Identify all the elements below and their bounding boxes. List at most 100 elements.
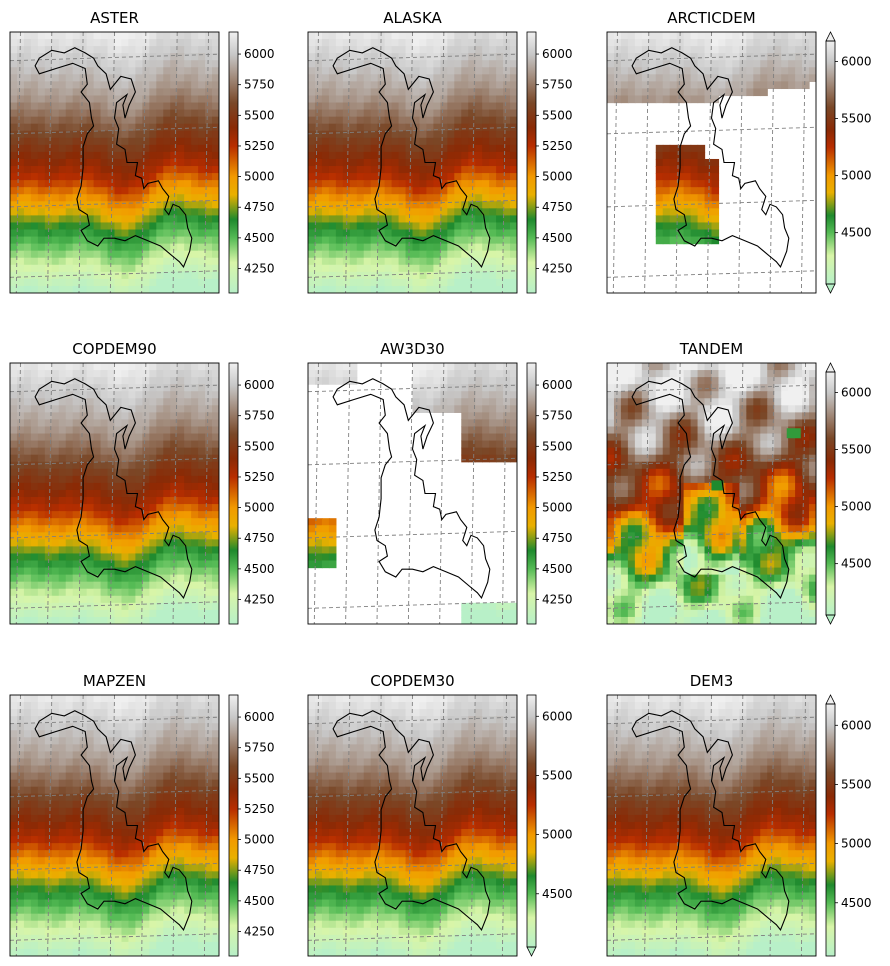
- glacier-outline: [631, 378, 790, 599]
- colorbar-tick-label: 5500: [841, 112, 872, 126]
- colorbar-tick-label: 5500: [542, 768, 573, 782]
- colorbar-tick-label: 4750: [244, 531, 275, 545]
- colorbar-tick-label: 4250: [244, 592, 275, 606]
- glacier-outline: [631, 47, 790, 268]
- glacier-outline: [34, 710, 193, 931]
- panel-aw3d30: AW3D30 4250 4500 4750 5000 5250 5500 5750 6000: [307, 340, 573, 625]
- axes-frame: [307, 362, 518, 625]
- panel-copdem30: COPDEM30 4500 5000 5500 6000: [307, 672, 573, 957]
- colorbar-tick-label: 5750: [244, 741, 275, 755]
- panel-title: ARCTICDEM: [667, 9, 755, 27]
- colorbar: 4500 5000 5500 6000: [825, 362, 872, 625]
- colorbar-tick-label: 5500: [244, 439, 275, 453]
- colorbar-tick-label: 5750: [244, 78, 275, 92]
- glacier-outline: [332, 378, 491, 599]
- axes-frame: [9, 31, 220, 294]
- panel-alaska: ALASKA 4250 4500 4750 5000 5250 5500 5750 6000: [307, 9, 573, 294]
- colorbar-tick-label: 6000: [244, 47, 275, 61]
- colorbar: 4500 5000 5500 6000: [526, 694, 573, 957]
- colorbar-tick-label: 6000: [542, 709, 573, 723]
- axes-frame: [606, 694, 817, 957]
- graticule: [10, 695, 219, 956]
- axes-frame: [9, 694, 220, 957]
- graticule: [10, 363, 219, 624]
- colorbar-tick-label: 4750: [542, 531, 573, 545]
- colorbar-tick-label: 6000: [244, 378, 275, 392]
- colorbar-tick-label: 5750: [244, 409, 275, 423]
- glacier-outline: [631, 710, 790, 931]
- glacier-outline: [34, 378, 193, 599]
- colorbar-tick-label: 5500: [244, 771, 275, 785]
- colorbar-tick-label: 4750: [542, 200, 573, 214]
- panel-title: AW3D30: [380, 340, 444, 358]
- glacier-outline: [332, 710, 491, 931]
- colorbar: 4250 4500 4750 5000 5250 5500 5750 6000: [228, 694, 275, 957]
- colorbar-tick-label: 5000: [542, 828, 573, 842]
- colorbar-tick-label: 5000: [244, 170, 275, 184]
- colorbar-tick-label: 4500: [542, 887, 573, 901]
- panel-dem3: DEM3 4500 5000 5500 6000: [606, 672, 872, 957]
- colorbar-tick-label: 6000: [542, 378, 573, 392]
- colorbar-tick-label: 5500: [542, 108, 573, 122]
- panel-title: MAPZEN: [83, 672, 146, 690]
- axes-frame: [606, 31, 817, 294]
- colorbar-tick-label: 4500: [841, 896, 872, 910]
- colorbar-tick-label: 5000: [841, 500, 872, 514]
- colorbar-tick-label: 6000: [841, 386, 872, 400]
- colorbar-tick-label: 4500: [244, 562, 275, 576]
- colorbar-tick-label: 4500: [244, 231, 275, 245]
- patch: [786, 428, 801, 439]
- colorbar: 4500 5000 5500 6000: [825, 31, 872, 294]
- colorbar: 4250 4500 4750 5000 5250 5500 5750 6000: [228, 362, 275, 625]
- panel-aster: ASTER 4250 4500 4750 5000 5250 5500 5750 6000: [9, 9, 275, 294]
- colorbar-tick-label: 4750: [244, 200, 275, 214]
- colorbar-tick-label: 5000: [542, 501, 573, 515]
- colorbar-tick-label: 4500: [244, 894, 275, 908]
- graticule: [308, 695, 517, 956]
- colorbar-tick-label: 4500: [841, 226, 872, 240]
- colorbar-tick-label: 6000: [841, 718, 872, 732]
- colorbar-tick-label: 4250: [244, 261, 275, 275]
- graticule: [607, 363, 816, 624]
- panel-title: COPDEM90: [72, 340, 156, 358]
- colorbar-tick-label: 4250: [542, 592, 573, 606]
- colorbar-tick-label: 5250: [244, 470, 275, 484]
- glacier-outline: [34, 47, 193, 268]
- colorbar-tick-label: 5500: [841, 443, 872, 457]
- colorbar-tick-label: 4500: [542, 562, 573, 576]
- heatmap-cells: [308, 363, 517, 624]
- colorbar-tick-label: 5250: [244, 802, 275, 816]
- colorbar: 4250 4500 4750 5000 5250 5500 5750 6000: [526, 31, 573, 294]
- panel-copdem90: COPDEM90 4250 4500 4750 5000 5250 5500 5750 6000: [9, 340, 275, 625]
- heatmap-cells: [607, 363, 816, 624]
- colorbar-tick-label: 5000: [841, 169, 872, 183]
- patch: [711, 480, 724, 491]
- colorbar-tick-label: 4500: [542, 231, 573, 245]
- graticule: [607, 32, 816, 293]
- graticule: [10, 32, 219, 293]
- colorbar-tick-label: 5250: [542, 470, 573, 484]
- colorbar: 4500 5000 5500 6000: [825, 694, 872, 957]
- graticule: [607, 695, 816, 956]
- axes-frame: [307, 31, 518, 294]
- colorbar-tick-label: 5750: [542, 409, 573, 423]
- panel-title: TANDEM: [679, 340, 743, 358]
- colorbar: 4250 4500 4750 5000 5250 5500 5750 6000: [228, 31, 275, 294]
- heatmap-cells: [308, 695, 517, 956]
- colorbar-tick-label: 5250: [244, 139, 275, 153]
- colorbar-tick-label: 4250: [542, 261, 573, 275]
- colorbar-tick-label: 5000: [841, 837, 872, 851]
- axes-frame: [9, 362, 220, 625]
- panel-title: ASTER: [90, 9, 139, 27]
- colorbar-tick-label: 5000: [244, 833, 275, 847]
- colorbar-tick-label: 6000: [542, 47, 573, 61]
- colorbar-tick-label: 5250: [542, 139, 573, 153]
- colorbar-tick-label: 4750: [244, 863, 275, 877]
- colorbar: 4250 4500 4750 5000 5250 5500 5750 6000: [526, 362, 573, 625]
- colorbar-tick-label: 4500: [841, 557, 872, 571]
- panel-arcticdem: ARCTICDEM 4500 5000 5500 6000: [606, 9, 872, 294]
- panel-mapzen: MAPZEN 4250 4500 4750 5000 5250 5500 5750 6000: [9, 672, 275, 957]
- heatmap-cells: [607, 695, 816, 956]
- heatmap-cells: [10, 32, 219, 293]
